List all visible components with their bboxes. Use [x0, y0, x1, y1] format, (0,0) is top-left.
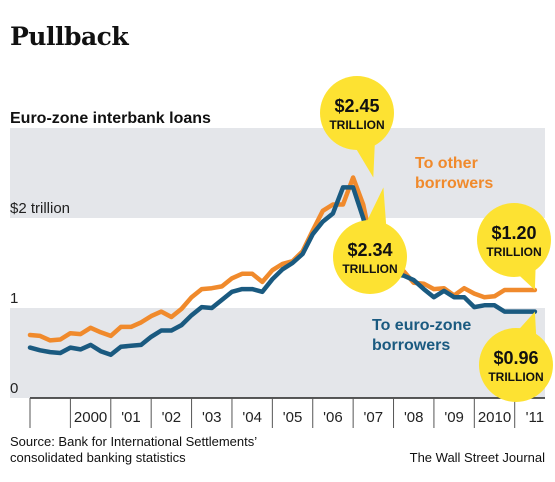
callout-bubble — [320, 76, 394, 150]
chart-subtitle: Euro-zone interbank loans — [10, 110, 211, 127]
callout-value: $2.45 — [334, 96, 379, 116]
y-tick-label: 0 — [10, 380, 18, 397]
x-tick-label: '05 — [283, 409, 303, 426]
callout-unit: TRILLION — [488, 370, 543, 384]
credit-line: The Wall Street Journal — [409, 450, 545, 465]
callout-unit: TRILLION — [342, 262, 397, 276]
series-label-other: To other — [415, 155, 478, 172]
x-tick-label: '06 — [323, 409, 343, 426]
callout-bubble — [333, 220, 407, 294]
callout-value: $2.34 — [347, 240, 392, 260]
grid-band — [10, 128, 545, 218]
callout-unit: TRILLION — [486, 245, 541, 259]
x-tick-label: '02 — [162, 409, 182, 426]
callout-value: $1.20 — [491, 223, 536, 243]
x-tick-label: 2010 — [478, 409, 511, 426]
x-tick-label: 2000 — [74, 409, 107, 426]
x-tick-label: '07 — [364, 409, 384, 426]
source-line-1: Source: Bank for International Settlemen… — [10, 434, 258, 449]
chart-title: Pullback — [10, 22, 129, 51]
series-label-euro-zone: borrowers — [372, 337, 450, 354]
x-tick-label: '08 — [404, 409, 424, 426]
callout-bubble — [479, 328, 553, 402]
callout-value: $0.96 — [493, 348, 538, 368]
x-tick-label: '09 — [444, 409, 464, 426]
x-tick-label: '03 — [202, 409, 222, 426]
callout-pointer — [364, 187, 387, 230]
series-line-euro-zone-borrowers — [27, 185, 538, 358]
grid-band — [10, 308, 545, 398]
series-label-other: borrowers — [415, 175, 493, 192]
series-label-euro-zone: To euro-zone — [372, 317, 471, 334]
x-tick-label: '04 — [242, 409, 262, 426]
x-tick-label: '11 — [526, 409, 544, 426]
y-tick-label: $2 trillion — [10, 200, 70, 217]
source-note: Source: Bank for International Settlemen… — [10, 434, 257, 466]
y-tick-label: 1 — [10, 290, 18, 307]
callout-bubble — [477, 203, 551, 277]
callout-unit: TRILLION — [329, 118, 384, 132]
x-tick-label: '01 — [121, 409, 141, 426]
source-line-2: consolidated banking statistics — [10, 450, 186, 465]
